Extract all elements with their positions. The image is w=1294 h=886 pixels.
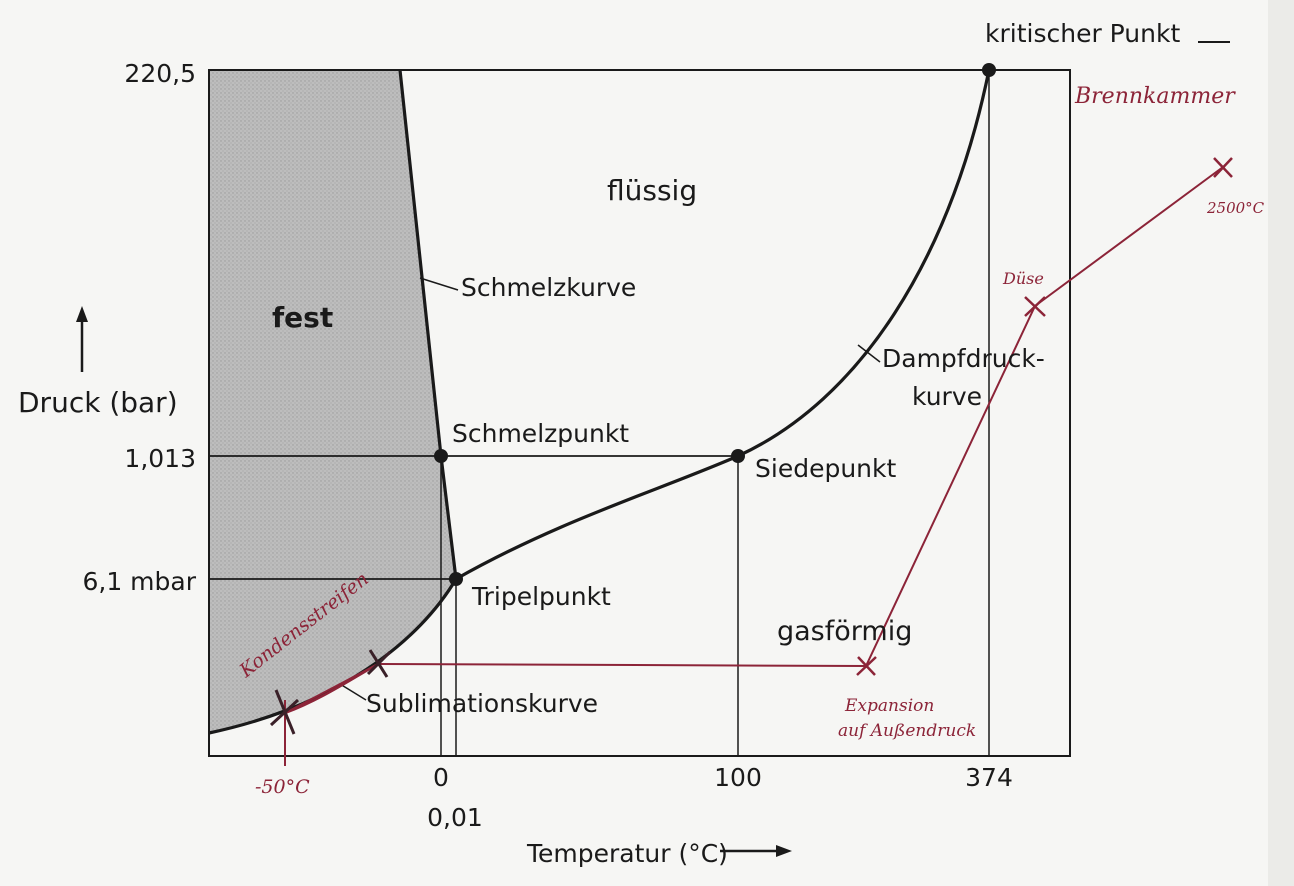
cross-expansion (856, 656, 877, 676)
minus50-note: -50°C (255, 776, 310, 798)
region-solid-label: fest (272, 301, 333, 334)
plot-frame (208, 69, 1071, 757)
leader-melting-curve (419, 277, 459, 291)
melting-point-label: Schmelzpunkt (452, 419, 629, 448)
triple-point-dot (449, 572, 463, 586)
boiling-point-label: Siedepunkt (755, 454, 896, 483)
boiling-point-dot (731, 449, 745, 463)
expansion-note-2: auf Außendruck (838, 721, 976, 741)
y-tick-220-5: 220,5 (124, 59, 196, 88)
melting-curve-label: Schmelzkurve (461, 273, 636, 302)
y-axis-label: Druck (bar) (18, 386, 178, 419)
solid-region (209, 70, 456, 733)
critical-point-label: kritischer Punkt (985, 19, 1180, 48)
cross-minus50 (269, 689, 300, 735)
leader-sublimation (339, 683, 367, 701)
sublimation-highlight (284, 662, 379, 715)
expansion-note-1: Expansion (844, 696, 934, 716)
nozzle-note: Düse (1002, 269, 1044, 288)
sublimation-curve-label: Sublimationskurve (366, 689, 598, 718)
region-gas-label: gasförmig (777, 616, 912, 647)
x-axis-label: Temperatur (°C) (526, 839, 728, 868)
temp-2500-note: 2500°C (1206, 199, 1265, 217)
melting-point-dot (434, 449, 448, 463)
vapor-curve-label-1: Dampfdruck- (882, 344, 1045, 373)
cross-nozzle (1024, 296, 1046, 317)
x-tick-100: 100 (714, 763, 762, 792)
cross-condensation (366, 649, 392, 678)
x-tick-0-01: 0,01 (427, 803, 483, 832)
critical-point-dot (982, 63, 996, 77)
y-axis-arrowhead (76, 306, 88, 322)
x-tick-374: 374 (965, 763, 1013, 792)
triple-point-label: Tripelpunkt (471, 582, 611, 611)
cross-combustion (1213, 157, 1233, 178)
combustion-chamber-note: Brennkammer (1074, 84, 1236, 109)
vapor-pressure-curve (455, 69, 991, 581)
y-tick-6-1-mbar: 6,1 mbar (82, 567, 196, 596)
x-tick-0: 0 (433, 763, 449, 792)
region-liquid-label: flüssig (607, 174, 697, 207)
vapor-curve-label-2: kurve (912, 382, 982, 411)
page-edge (1268, 0, 1294, 886)
y-tick-1-013: 1,013 (124, 444, 196, 473)
leader-vapor-curve (857, 344, 881, 363)
x-axis-arrowhead (776, 845, 792, 857)
